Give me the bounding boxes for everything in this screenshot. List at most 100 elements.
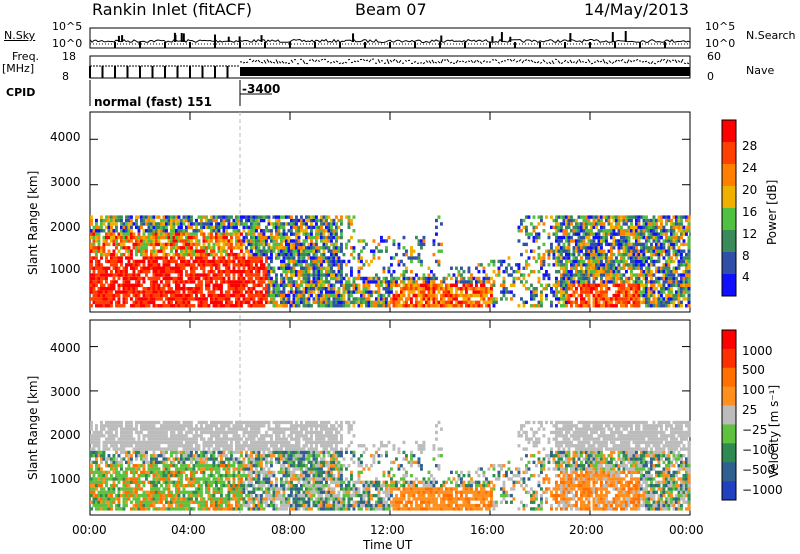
power-cell: [582, 232, 586, 236]
power-cell: [222, 235, 226, 240]
power-cell: [262, 246, 266, 250]
power-cell: [145, 229, 148, 233]
power-cell: [592, 235, 596, 240]
power-cell: [362, 239, 366, 243]
power-cell: [227, 259, 231, 264]
velocity-cell: [167, 470, 171, 475]
power-cell: [650, 252, 653, 257]
power-cell: [187, 249, 191, 253]
velocity-cell: [142, 467, 146, 471]
velocity-cell: [175, 487, 178, 491]
power-cell: [327, 293, 331, 298]
power-cell: [212, 229, 216, 233]
power-cell: [400, 287, 403, 291]
power-cell: [335, 239, 338, 243]
power-cell: [467, 266, 471, 270]
power-cell: [622, 293, 626, 298]
power-cell: [625, 293, 628, 298]
power-cell: [575, 263, 578, 267]
power-cell: [330, 239, 333, 243]
power-cell: [307, 235, 311, 240]
power-cell: [260, 293, 263, 298]
power-cell: [640, 232, 643, 236]
power-cell: [567, 252, 571, 257]
power-cell: [512, 280, 516, 284]
power-cell: [335, 235, 338, 240]
power-cell: [570, 235, 573, 240]
power-cell: [355, 283, 358, 287]
power-cell: [142, 215, 146, 219]
velocity-cell: [150, 460, 153, 465]
power-cell: [207, 283, 211, 287]
power-cell: [320, 297, 323, 301]
power-cell: [602, 263, 606, 267]
power-cell: [390, 290, 393, 294]
power-cell: [642, 246, 646, 250]
power-cell: [207, 269, 211, 274]
power-cell: [202, 246, 206, 250]
power-cell: [585, 293, 588, 298]
power-cell: [570, 280, 573, 284]
power-cell: [190, 232, 193, 236]
power-cell: [672, 297, 676, 301]
velocity-cell: [122, 487, 126, 491]
power-cell: [330, 249, 333, 253]
power-cell: [227, 269, 231, 274]
power-cell: [202, 304, 206, 308]
power-cell: [215, 304, 218, 308]
velocity-cell: [155, 497, 158, 501]
power-cell: [625, 300, 628, 305]
power-cell: [252, 297, 256, 301]
power-cell: [230, 225, 233, 230]
velocity-cell: [127, 480, 131, 484]
power-cell: [225, 297, 228, 301]
power-cell: [662, 263, 666, 267]
power-cell: [165, 246, 168, 250]
power-cell: [162, 218, 166, 223]
power-cell: [110, 218, 113, 223]
power-cell: [115, 235, 118, 240]
power-cell: [685, 276, 688, 281]
power-cell: [242, 287, 246, 291]
velocity-cell: [147, 490, 151, 494]
power-cell: [612, 280, 616, 284]
power-cell: [122, 266, 126, 270]
velocity-cell: [90, 477, 93, 481]
power-cell: [180, 246, 183, 250]
power-cell: [655, 300, 658, 305]
power-cell: [470, 304, 473, 308]
velocity-cell: [140, 464, 143, 468]
power-cell: [407, 280, 411, 284]
power-cell: [562, 229, 566, 233]
power-cell: [312, 259, 316, 264]
velocity-cell: [160, 497, 163, 501]
power-cell: [462, 269, 466, 274]
power-cell: [102, 239, 106, 243]
power-cell: [245, 235, 248, 240]
power-cell: [657, 249, 661, 253]
power-cell: [207, 218, 211, 223]
velocity-cell: [102, 503, 106, 508]
velocity-cell: [112, 437, 116, 441]
power-cell: [300, 222, 303, 226]
power-cell: [570, 215, 573, 219]
power-cell: [220, 300, 223, 305]
power-cell: [110, 259, 113, 264]
power-cell: [665, 218, 668, 223]
power-cell: [640, 263, 643, 267]
power-cell: [237, 259, 241, 264]
power-cell: [295, 304, 298, 308]
power-cell: [210, 290, 213, 294]
velocity-cell: [107, 490, 111, 494]
velocity-cell: [105, 497, 108, 501]
power-cell: [280, 215, 283, 219]
power-cell: [167, 263, 171, 267]
power-cell: [680, 263, 683, 267]
power-cell: [602, 300, 606, 305]
power-cell: [157, 222, 161, 226]
power-cell: [227, 263, 231, 267]
velocity-cell: [142, 424, 146, 428]
power-cell: [190, 252, 193, 257]
power-cell: [650, 249, 653, 253]
velocity-cell: [132, 450, 136, 455]
